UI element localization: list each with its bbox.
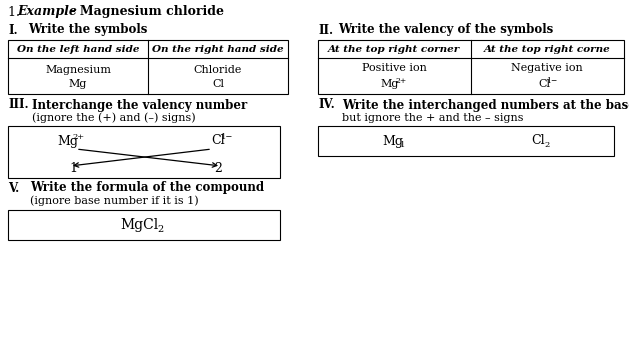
Text: but ignore the + and the – signs: but ignore the + and the – signs bbox=[342, 113, 523, 123]
Text: Magnesium: Magnesium bbox=[45, 65, 111, 75]
Text: Positive ion: Positive ion bbox=[362, 63, 426, 73]
Text: Interchange the valency number: Interchange the valency number bbox=[32, 99, 247, 112]
Text: 2+: 2+ bbox=[73, 133, 85, 141]
Bar bbox=[318, 126, 614, 156]
Text: 2: 2 bbox=[157, 224, 163, 234]
Text: Cl: Cl bbox=[531, 135, 545, 147]
Text: (ignore base number if it is 1): (ignore base number if it is 1) bbox=[30, 196, 199, 206]
Text: 2: 2 bbox=[214, 161, 222, 175]
Bar bbox=[8, 126, 280, 178]
Text: Cl: Cl bbox=[538, 79, 550, 89]
Text: 1: 1 bbox=[400, 141, 406, 149]
Text: Mg: Mg bbox=[57, 135, 79, 147]
Text: Mg: Mg bbox=[381, 79, 399, 89]
Text: Mg: Mg bbox=[382, 135, 403, 147]
Text: Chloride: Chloride bbox=[194, 65, 242, 75]
Bar bbox=[8, 40, 288, 94]
Text: Negative ion: Negative ion bbox=[511, 63, 583, 73]
Text: At the top right corner: At the top right corner bbox=[328, 44, 460, 54]
Text: I.: I. bbox=[8, 23, 18, 37]
Text: – Magnesium chloride: – Magnesium chloride bbox=[65, 5, 224, 19]
Text: Write the formula of the compound: Write the formula of the compound bbox=[30, 181, 264, 195]
Text: V.: V. bbox=[8, 181, 19, 195]
Text: 2: 2 bbox=[544, 141, 550, 149]
Text: II.: II. bbox=[318, 23, 333, 37]
Text: 1−: 1− bbox=[547, 77, 558, 85]
Text: (ignore the (+) and (–) signs): (ignore the (+) and (–) signs) bbox=[32, 113, 196, 123]
Text: On the right hand side: On the right hand side bbox=[152, 44, 284, 54]
Text: Write the symbols: Write the symbols bbox=[28, 23, 147, 37]
Text: Write the valency of the symbols: Write the valency of the symbols bbox=[338, 23, 554, 37]
Text: 1−: 1− bbox=[221, 133, 233, 141]
Text: 1.: 1. bbox=[8, 5, 24, 19]
Bar bbox=[318, 40, 624, 94]
Bar bbox=[8, 210, 280, 240]
Text: 1: 1 bbox=[69, 161, 77, 175]
Text: III.: III. bbox=[8, 99, 29, 112]
Text: MgCl: MgCl bbox=[120, 218, 158, 232]
Text: On the left hand side: On the left hand side bbox=[17, 44, 139, 54]
Text: Example: Example bbox=[17, 5, 77, 19]
Text: IV.: IV. bbox=[318, 99, 335, 112]
Text: At the top right corne: At the top right corne bbox=[484, 44, 610, 54]
Text: Write the interchanged numbers at the base: Write the interchanged numbers at the ba… bbox=[342, 99, 629, 112]
Text: 2+: 2+ bbox=[396, 77, 406, 85]
Text: Mg: Mg bbox=[69, 79, 87, 89]
Text: Cl: Cl bbox=[212, 79, 224, 89]
Text: Cl: Cl bbox=[211, 135, 225, 147]
